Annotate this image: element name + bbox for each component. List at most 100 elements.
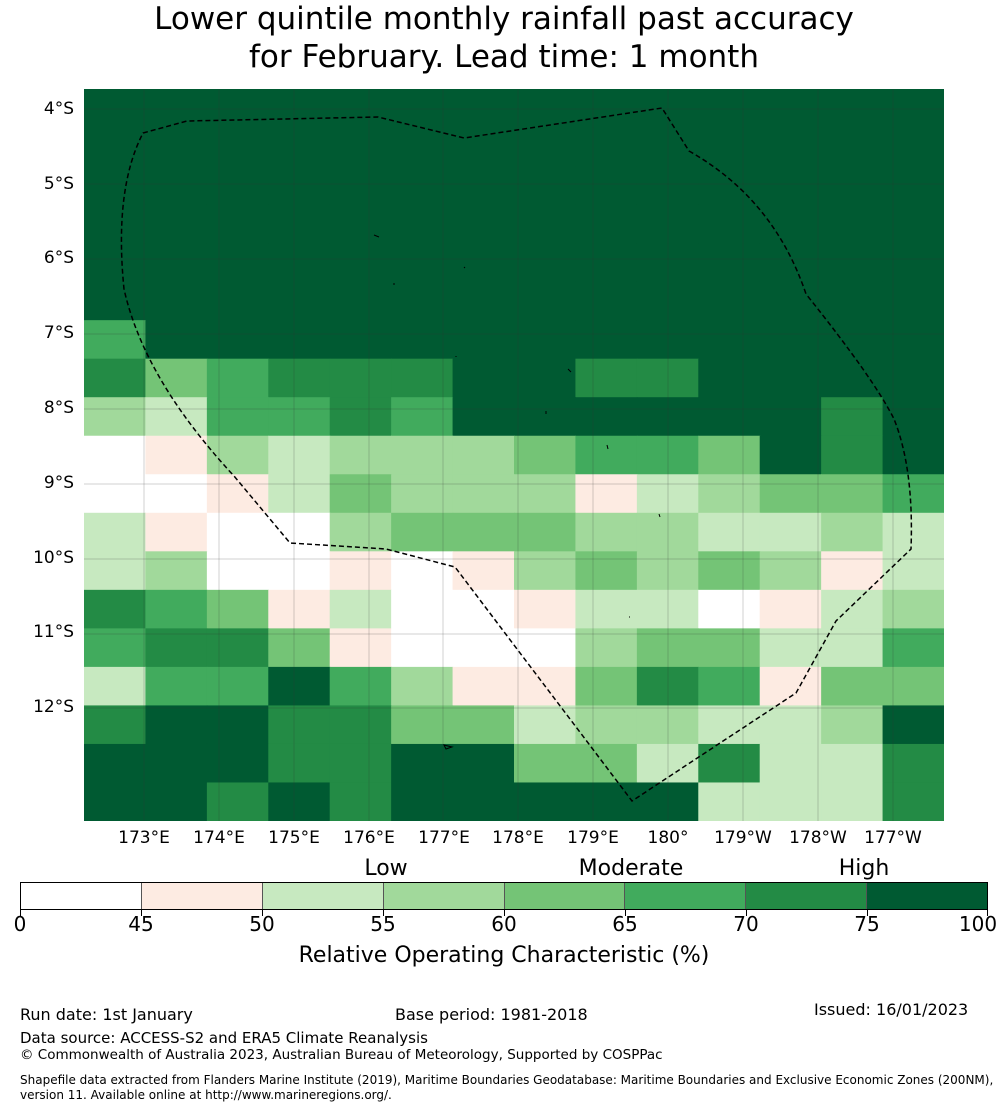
map-cell — [514, 243, 577, 283]
map-cell — [268, 435, 331, 475]
map-cell — [514, 512, 577, 552]
map-cell — [329, 397, 392, 437]
colorbar-segment — [867, 883, 987, 909]
map-cell — [391, 589, 454, 629]
map-cell — [206, 127, 269, 167]
colorbar-tick: 70 — [733, 912, 759, 936]
map-cell — [206, 551, 269, 591]
map-cell — [636, 243, 699, 283]
map-cell — [575, 435, 638, 475]
map-cell — [391, 551, 454, 591]
map-cell — [698, 435, 761, 475]
map-cell — [206, 589, 269, 629]
map-cell — [575, 243, 638, 283]
map-cell — [84, 358, 147, 398]
colorbar-category-high: High — [838, 856, 890, 881]
map-cell — [329, 589, 392, 629]
lat-label: 10°S — [33, 548, 74, 568]
map-cell — [452, 589, 515, 629]
map-cell — [268, 512, 331, 552]
colorbar-segment — [141, 883, 263, 909]
map-cell — [698, 705, 761, 745]
map-cell — [698, 589, 761, 629]
map-cell — [698, 204, 761, 244]
map-cell — [391, 743, 454, 784]
colorbar-segment — [746, 883, 868, 909]
map-cell — [821, 512, 884, 552]
map-cell — [391, 628, 454, 668]
lon-label: 177°E — [418, 828, 470, 848]
map-cell — [145, 358, 208, 398]
map-cell — [206, 320, 269, 360]
colorbar — [20, 882, 988, 910]
map-cell — [329, 435, 392, 475]
map-cell — [514, 281, 577, 321]
map-cell — [391, 89, 454, 129]
map-cell — [268, 358, 331, 398]
map-cell — [882, 243, 944, 283]
map-cell — [698, 782, 761, 821]
map-cell — [882, 397, 944, 437]
map-cell — [698, 512, 761, 552]
map-cell — [206, 474, 269, 514]
map-cell — [575, 127, 638, 167]
shapefile-credit-1: Shapefile data extracted from Flanders M… — [20, 1073, 994, 1087]
map-cell — [268, 474, 331, 514]
map-cell — [452, 320, 515, 360]
map-cell — [84, 204, 147, 244]
map-cell — [636, 666, 699, 707]
map-cell — [145, 666, 208, 707]
map-cell — [145, 705, 208, 745]
map-cell — [452, 89, 515, 129]
map-cell — [145, 166, 208, 206]
map-cell — [636, 204, 699, 244]
map-cell — [575, 551, 638, 591]
map-cell — [84, 628, 147, 668]
map-cell — [206, 204, 269, 244]
map-cell — [206, 705, 269, 745]
map-cell — [206, 782, 269, 821]
colorbar-tick: 50 — [249, 912, 275, 936]
lon-label: 175°E — [268, 828, 320, 848]
map-cell — [636, 166, 699, 206]
map-cell — [821, 127, 884, 167]
map-cell — [268, 705, 331, 745]
colorbar-segment — [383, 883, 505, 909]
map-cell — [452, 204, 515, 244]
map-cell — [514, 705, 577, 745]
lon-label: 179°E — [567, 828, 619, 848]
map-cell — [575, 204, 638, 244]
map-cell — [84, 666, 147, 707]
map-cell — [882, 166, 944, 206]
eez-boundary — [120, 107, 913, 803]
map-cell — [698, 397, 761, 437]
map-cell — [759, 127, 822, 167]
map-cell — [759, 89, 822, 129]
map-cell — [145, 782, 208, 821]
map-cell — [329, 127, 392, 167]
map-cell — [759, 551, 822, 591]
map-cell — [206, 743, 269, 784]
map-cell — [145, 435, 208, 475]
map-cell — [882, 743, 944, 784]
map-cell — [759, 166, 822, 206]
map-cell — [268, 397, 331, 437]
map-cell — [636, 512, 699, 552]
map-cell — [329, 320, 392, 360]
map-cell — [391, 281, 454, 321]
map-cell — [759, 204, 822, 244]
map-cell — [391, 204, 454, 244]
title-line-1: Lower quintile monthly rainfall past acc… — [154, 1, 854, 37]
map-cell — [575, 705, 638, 745]
map-cell — [329, 89, 392, 129]
map-cell — [636, 358, 699, 398]
map-cell — [821, 743, 884, 784]
lon-label: 173°E — [118, 828, 170, 848]
map-cell — [514, 89, 577, 129]
base-period: Base period: 1981-2018 — [395, 1005, 588, 1024]
map-cell — [882, 281, 944, 321]
map-cell — [575, 320, 638, 360]
land-outlines — [373, 234, 661, 750]
map-cell — [391, 127, 454, 167]
map-cell — [821, 397, 884, 437]
